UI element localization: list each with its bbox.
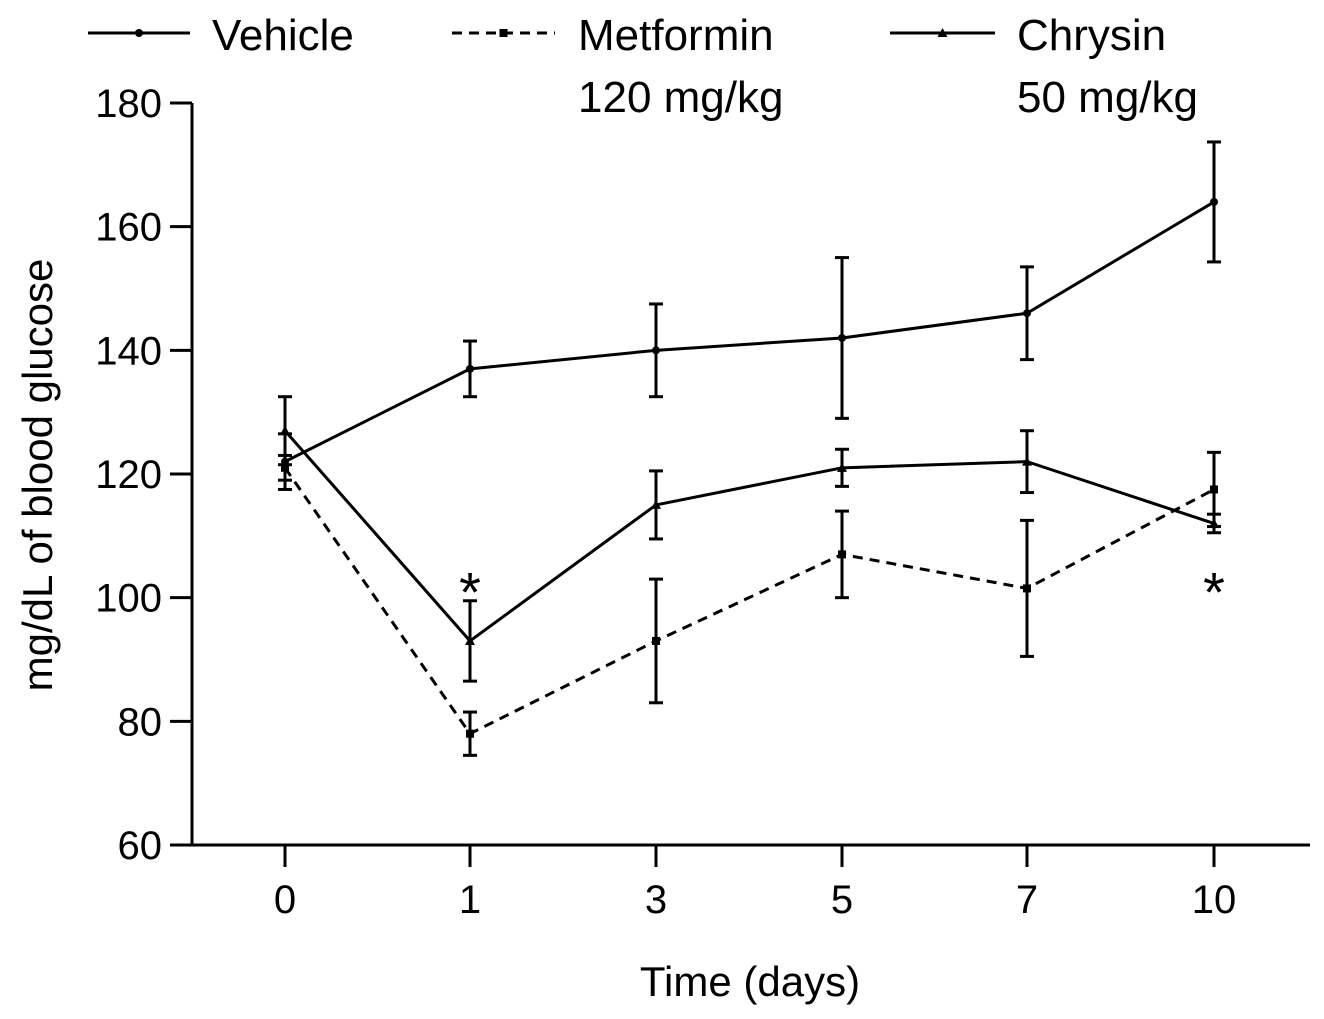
data-point	[1023, 309, 1031, 318]
series-line	[284, 200, 1215, 463]
significance-marker: *	[459, 560, 481, 623]
x-tick-label: 5	[831, 878, 853, 922]
y-tick-label: 80	[118, 700, 163, 744]
data-point	[499, 29, 508, 37]
data-point	[466, 729, 474, 738]
legend-label: Chrysin	[1017, 11, 1166, 60]
data-point	[1210, 197, 1218, 206]
series-line	[283, 466, 1215, 736]
data-point	[1210, 485, 1218, 494]
y-axis-title: mg/dL of blood glucose	[14, 259, 61, 692]
data-point	[838, 550, 846, 559]
y-tick-label: 60	[118, 824, 163, 868]
x-tick-label: 3	[645, 878, 667, 922]
data-point	[135, 29, 143, 37]
legend-item: Chrysin 50 mg/kg	[890, 11, 1198, 122]
legend-label: Metformin	[578, 11, 774, 60]
legend: Vehicle Metformin 120 mg/kg Chrysin 50 mg/kg	[88, 11, 1198, 122]
x-axis-title: Time (days)	[640, 958, 860, 1005]
y-tick-label: 160	[95, 206, 162, 250]
data-point	[465, 635, 475, 645]
data-point	[837, 462, 847, 472]
series-metformin	[278, 450, 1221, 757]
data-point	[652, 346, 660, 355]
legend-label: 120 mg/kg	[578, 73, 783, 122]
data-point	[651, 499, 661, 509]
legend-label: Vehicle	[212, 11, 354, 60]
series-chrysin	[278, 395, 1221, 683]
legend-label: 50 mg/kg	[1017, 73, 1198, 122]
data-point	[280, 425, 290, 435]
series-vehicle	[278, 140, 1221, 491]
y-tick-label: 140	[95, 329, 162, 373]
data-point	[281, 463, 289, 472]
data-point	[466, 364, 474, 373]
data-point	[838, 333, 846, 342]
legend-item: Vehicle	[88, 11, 354, 60]
series-layer	[278, 140, 1221, 757]
data-point	[1022, 456, 1032, 466]
data-point	[1023, 584, 1031, 593]
x-tick-label: 1	[459, 878, 481, 922]
significance-marker: *	[1203, 560, 1225, 623]
x-tick-label: 7	[1016, 878, 1038, 922]
annotation-layer: * *	[459, 560, 1225, 623]
data-point	[1209, 518, 1219, 528]
y-tick-label: 100	[95, 577, 162, 621]
data-point	[937, 28, 948, 37]
axes: 60 80 100 120 140 160 180 0 1 3 5 7 10	[95, 82, 1310, 922]
series-line	[283, 429, 1215, 643]
data-point	[652, 636, 660, 645]
legend-item: Metformin 120 mg/kg	[452, 11, 783, 122]
x-tick-label: 0	[274, 878, 296, 922]
x-tick-label: 10	[1192, 878, 1237, 922]
y-tick-label: 180	[95, 82, 162, 126]
y-tick-label: 120	[95, 453, 162, 497]
